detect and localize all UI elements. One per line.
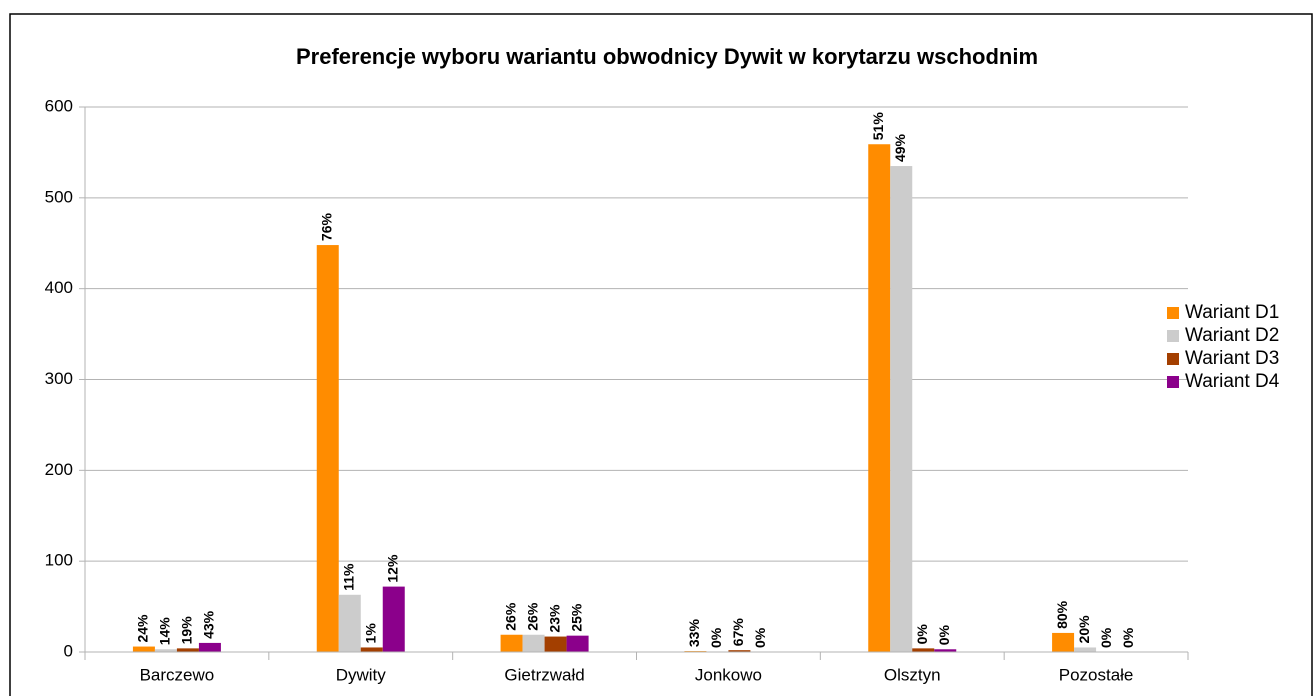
y-tick-label: 500 <box>45 187 73 206</box>
legend-swatch <box>1167 307 1179 319</box>
data-label: 24% <box>135 614 151 643</box>
bar <box>176 648 199 652</box>
x-tick-label: Barczewo <box>140 665 215 684</box>
data-label: 11% <box>340 563 356 591</box>
bar <box>382 586 405 652</box>
bar <box>1052 632 1075 652</box>
bar <box>1074 647 1097 652</box>
bar <box>868 144 891 652</box>
data-label: 12% <box>384 554 400 583</box>
legend-label: Wariant D2 <box>1185 325 1279 346</box>
bar <box>338 594 361 652</box>
y-tick-label: 600 <box>45 96 73 115</box>
legend-label: Wariant D3 <box>1185 348 1279 369</box>
data-label: 67% <box>730 618 746 647</box>
legend-swatch <box>1167 353 1179 365</box>
y-tick-label: 200 <box>45 460 73 479</box>
data-label: 20% <box>1076 615 1092 644</box>
chart-title: Preferencje wyboru wariantu obwodnicy Dy… <box>296 44 1038 69</box>
data-label: 43% <box>201 610 217 639</box>
y-tick-label: 300 <box>45 369 73 388</box>
legend-swatch <box>1167 330 1179 342</box>
bar <box>912 648 935 652</box>
data-label: 14% <box>157 617 173 646</box>
data-label: 33% <box>686 619 702 648</box>
data-label: 51% <box>870 112 886 141</box>
data-label: 80% <box>1054 600 1070 629</box>
bar <box>544 636 567 652</box>
y-tick-label: 100 <box>45 551 73 570</box>
bar <box>890 166 913 652</box>
data-label: 0% <box>1098 627 1114 648</box>
data-label: 0% <box>936 624 952 645</box>
legend-label: Wariant D4 <box>1185 371 1280 392</box>
bar <box>728 650 751 652</box>
x-tick-label: Gietrzwałd <box>504 665 584 684</box>
y-tick-label: 0 <box>64 641 73 660</box>
x-tick-label: Pozostałe <box>1059 665 1134 684</box>
data-label: 0% <box>752 627 768 648</box>
bar <box>316 245 339 653</box>
bar <box>154 649 177 652</box>
bar <box>500 634 523 652</box>
bar <box>934 649 957 652</box>
bar <box>132 646 155 652</box>
data-label: 26% <box>524 602 540 631</box>
legend-swatch <box>1167 376 1179 388</box>
bar <box>360 647 383 652</box>
bar <box>522 634 545 652</box>
data-label: 0% <box>914 624 930 645</box>
legend-label: Wariant D1 <box>1185 302 1279 323</box>
y-tick-label: 400 <box>45 278 73 297</box>
data-label: 25% <box>568 603 584 632</box>
data-label: 76% <box>318 212 334 241</box>
data-label: 26% <box>502 602 518 631</box>
data-label: 19% <box>179 616 195 645</box>
x-tick-label: Dywity <box>336 665 387 684</box>
data-label: 49% <box>892 133 908 162</box>
x-tick-label: Olsztyn <box>884 665 941 684</box>
frame <box>9 13 1313 696</box>
data-label: 0% <box>708 627 724 648</box>
data-label: 1% <box>362 623 378 644</box>
bar <box>566 635 589 652</box>
data-label: 0% <box>1120 627 1136 648</box>
x-tick-label: Jonkowo <box>695 665 762 684</box>
bar <box>198 642 221 652</box>
data-label: 23% <box>546 604 562 633</box>
